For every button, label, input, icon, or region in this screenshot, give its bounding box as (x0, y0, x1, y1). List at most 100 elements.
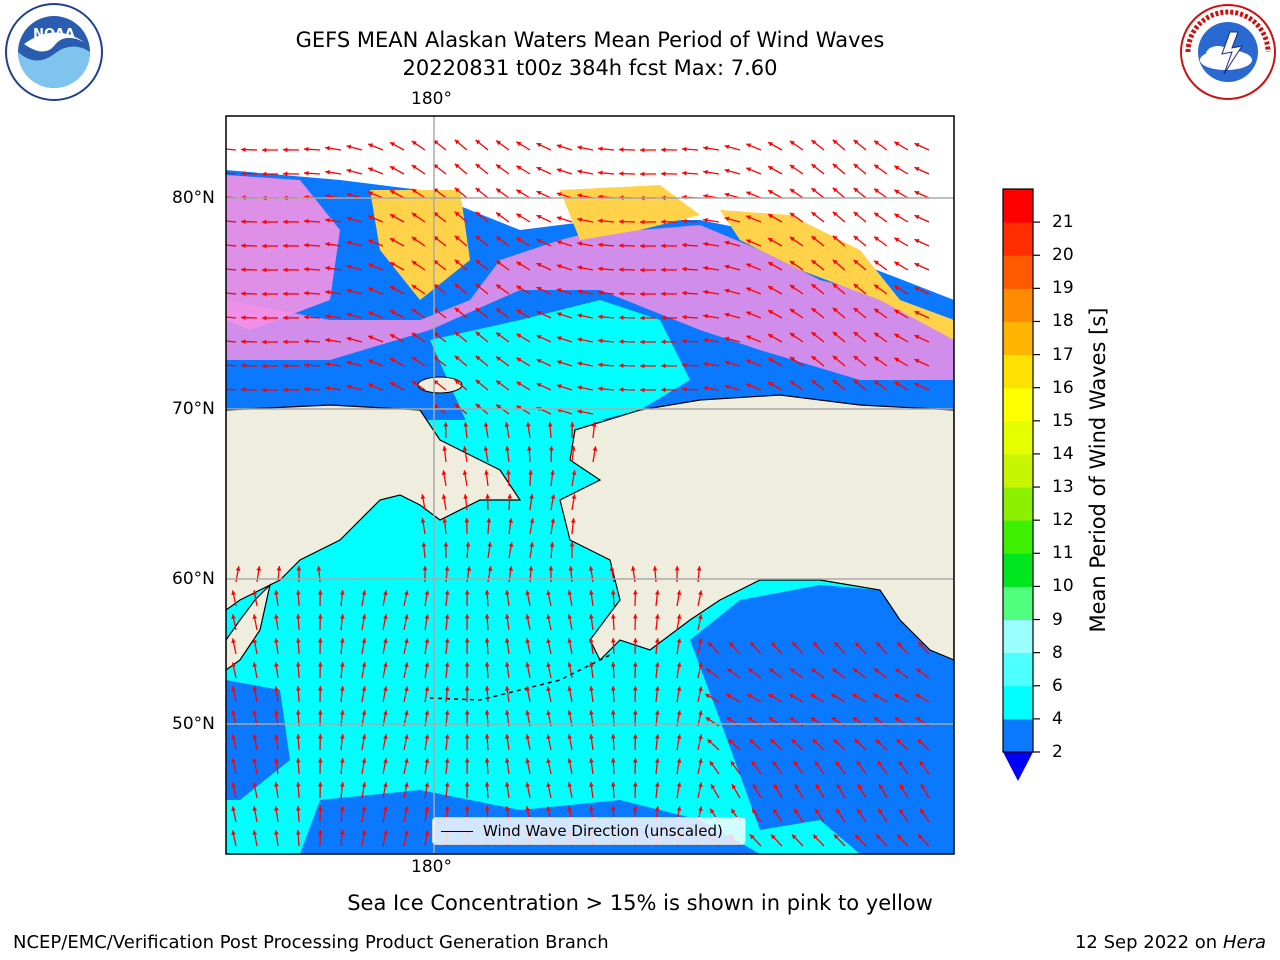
wind-wave-arrowhead (444, 734, 450, 739)
credit-machine: Hera (1222, 932, 1266, 953)
wind-wave-arrowhead (874, 332, 880, 338)
wind-wave-arrowhead (464, 806, 470, 811)
wind-wave-arrowhead (875, 739, 881, 744)
wind-wave-arrowhead (556, 168, 562, 173)
wind-wave-arrowhead (508, 566, 514, 571)
wind-wave-arrowhead (252, 782, 258, 788)
wind-wave-arrowhead (283, 171, 288, 177)
wind-wave-arrowhead (304, 290, 309, 296)
wind-wave-arrowhead (698, 782, 703, 788)
wind-wave-arrowhead (262, 291, 267, 297)
wind-wave-arrowhead (528, 566, 534, 571)
colorbar-tick-label: 19 (1052, 278, 1074, 299)
wind-wave-arrowhead (274, 830, 279, 835)
wind-wave-arrowhead (525, 614, 531, 620)
wind-wave-arrowhead (773, 808, 778, 814)
wind-wave-arrowhead (496, 236, 502, 242)
wind-wave-arrowhead (619, 387, 624, 393)
wind-wave-arrowhead (556, 384, 562, 389)
wind-wave-arrowhead (676, 806, 682, 811)
wind-wave-arrowhead (793, 761, 799, 766)
wind-wave-arrowhead (619, 243, 624, 249)
wind-wave-arrowhead (411, 308, 417, 314)
wind-wave-arrowhead (815, 784, 821, 790)
wind-wave-arrowhead (496, 164, 502, 170)
lat-label-80: 80°N (172, 188, 215, 208)
wind-wave-arrowhead (252, 758, 258, 764)
wind-wave-arrowhead (464, 638, 470, 643)
wind-wave-arrowhead (424, 686, 430, 691)
wind-wave-arrowhead (589, 686, 594, 691)
wind-wave-arrowhead (556, 312, 562, 317)
wind-wave-arrowhead (464, 662, 470, 667)
colorbar-tick-label: 15 (1052, 410, 1074, 431)
wind-wave-arrowhead (640, 147, 645, 153)
wind-wave-arrowhead (304, 146, 309, 152)
wind-wave-arrowhead (832, 307, 838, 313)
wind-wave-arrowhead (789, 212, 795, 218)
wind-wave-arrowhead (411, 164, 417, 170)
wind-wave-arrowhead (705, 717, 711, 722)
wind-wave-arrowhead (546, 806, 551, 812)
wind-wave-arrowhead (811, 188, 817, 193)
wind-wave-arrowhead (444, 806, 450, 811)
colorbar-tick-label: 2 (1052, 742, 1063, 762)
wind-wave-arrowhead (598, 170, 603, 176)
wind-wave-arrowhead (698, 734, 703, 740)
wind-wave-arrowhead (496, 284, 502, 290)
wind-wave-arrowhead (496, 404, 502, 410)
wind-wave-arrowhead (404, 638, 409, 644)
wind-wave-arrowhead (894, 381, 900, 387)
wind-wave-arrowhead (654, 806, 660, 811)
wind-wave-arrowhead (346, 336, 352, 342)
wind-wave-arrowhead (917, 739, 923, 744)
wind-wave-arrowhead (874, 212, 880, 218)
wind-wave-arrowhead (475, 211, 481, 217)
wind-wave-arrowhead (654, 638, 660, 643)
wind-wave-arrowhead (220, 266, 225, 271)
wind-wave-arrowhead (703, 385, 708, 391)
wind-wave-arrowhead (769, 668, 775, 674)
wind-wave-arrowhead (361, 830, 367, 835)
wind-wave-arrowhead (283, 315, 288, 321)
wind-wave-arrowhead (556, 192, 562, 197)
wind-wave-arrowhead (619, 363, 624, 369)
wind-wave-arrowhead (914, 167, 920, 172)
wind-wave-arrowhead (746, 383, 752, 388)
wind-wave-arrowhead (853, 379, 859, 385)
wind-wave-arrowhead (746, 143, 752, 148)
wind-wave-arrowhead (610, 734, 616, 739)
wind-wave-arrowhead (536, 358, 542, 364)
wind-wave-arrowhead (262, 315, 267, 321)
wind-wave-arrowhead (789, 188, 795, 194)
wind-wave-arrowhead (525, 686, 531, 692)
wind-wave-arrowhead (810, 717, 816, 722)
wind-wave-arrowhead (346, 288, 352, 294)
wind-wave-arrowhead (262, 387, 267, 393)
wind-wave-arrowhead (339, 710, 345, 715)
wind-wave-arrowhead (231, 710, 236, 716)
wind-wave-arrowhead (811, 212, 817, 217)
wind-wave-arrowhead (484, 686, 490, 691)
wind-wave-arrowhead (855, 642, 860, 647)
wind-wave-arrowhead (304, 338, 309, 344)
wind-wave-arrowhead (682, 218, 687, 224)
colorbar-tick-label: 21 (1052, 212, 1074, 233)
wind-wave-arrowhead (877, 761, 883, 766)
wind-wave-arrowhead (853, 211, 859, 217)
wind-wave-arrowhead (619, 315, 624, 321)
wind-wave-arrowhead (274, 782, 279, 787)
wind-wave-arrowhead (897, 642, 902, 647)
wind-wave-arrowhead (768, 214, 774, 219)
colorbar-tick-label: 12 (1052, 510, 1074, 531)
wind-wave-arrowhead (703, 169, 708, 175)
wind-wave-arrowhead (504, 806, 510, 811)
wind-wave-arrowhead (317, 782, 323, 787)
wind-wave-arrowhead (389, 358, 395, 363)
aleutian-islands (429, 654, 611, 701)
wind-wave-arrowhead (536, 166, 542, 172)
wind-wave-arrowhead (454, 307, 460, 313)
wind-wave-arrowhead (516, 405, 522, 411)
wind-wave-arrowhead (676, 734, 682, 739)
wind-wave-arrowhead (464, 614, 470, 619)
